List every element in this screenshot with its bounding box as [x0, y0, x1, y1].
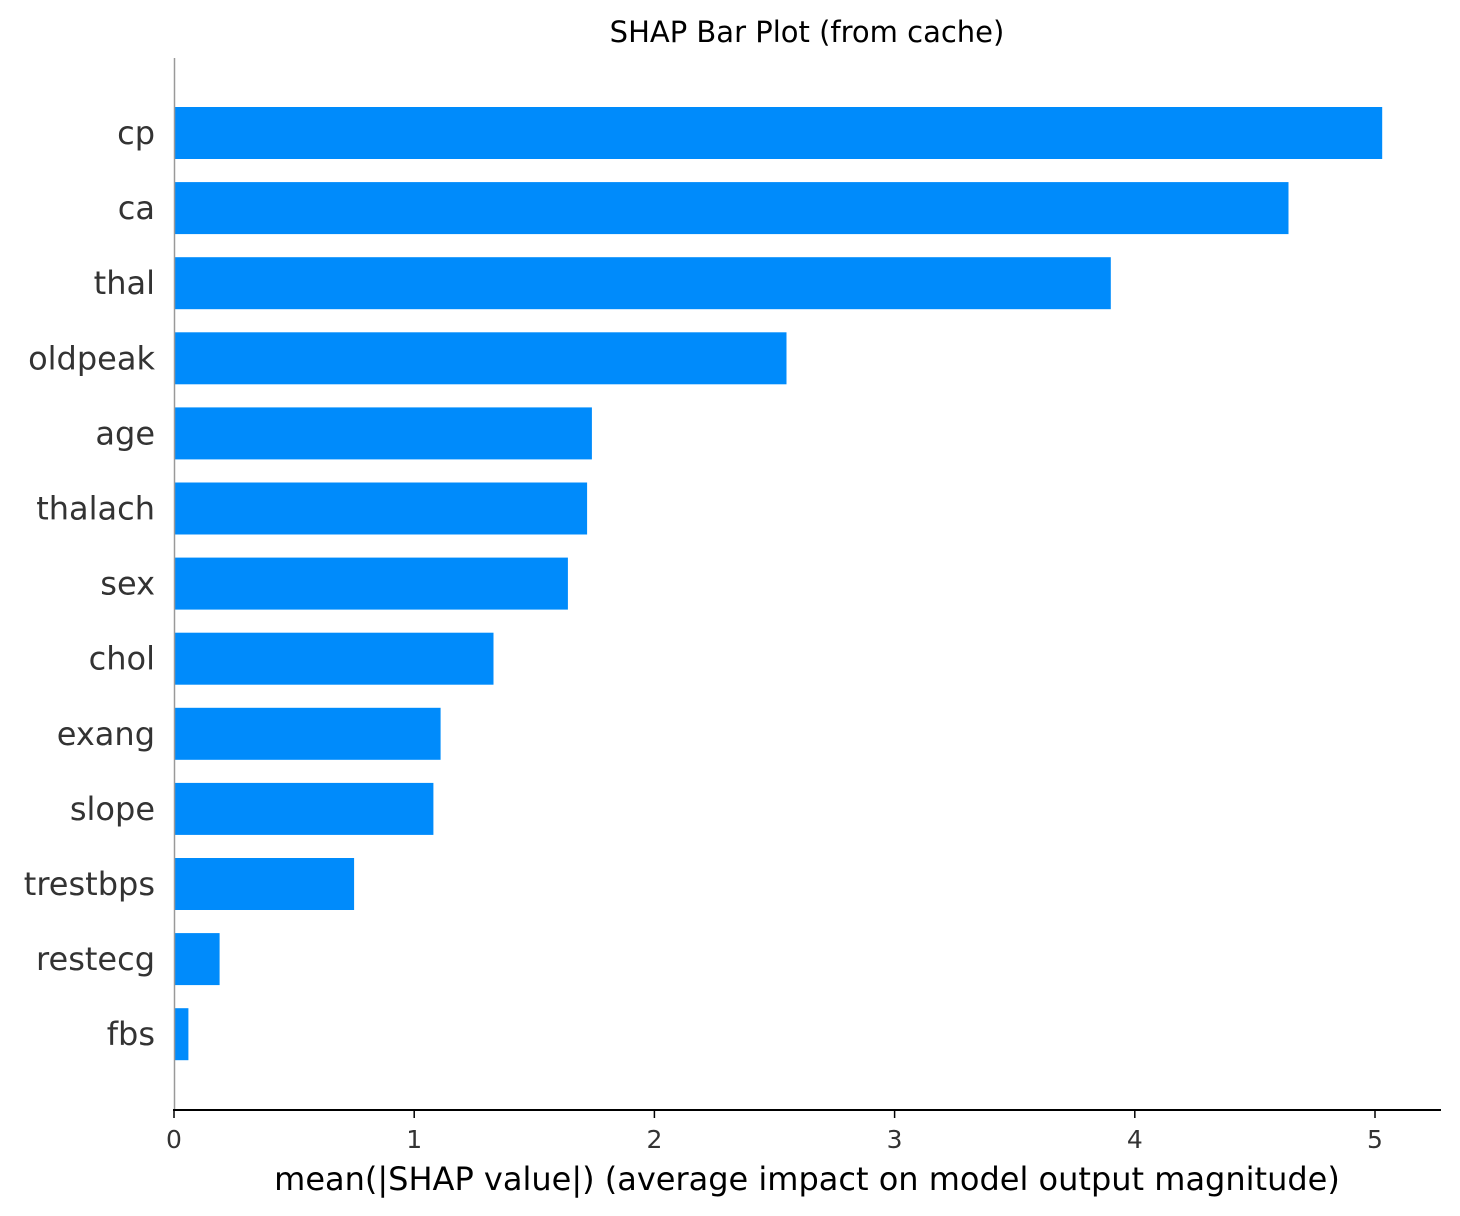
x-tick-label-3: 3: [887, 1125, 903, 1154]
bar-slope: [174, 782, 434, 835]
x-tick-label-0: 0: [166, 1125, 182, 1154]
bar-age: [174, 407, 592, 460]
x-tick-label-4: 4: [1127, 1125, 1143, 1154]
bar-oldpeak: [174, 332, 787, 385]
category-label-age: age: [95, 414, 155, 452]
category-label-restecg: restecg: [36, 940, 155, 978]
category-label-trestbps: trestbps: [24, 865, 155, 903]
x-tick-label-5: 5: [1367, 1125, 1383, 1154]
x-axis-label: mean(|SHAP value|) (average impact on mo…: [274, 1160, 1340, 1198]
category-label-slope: slope: [70, 790, 155, 828]
bar-thalach: [174, 482, 588, 535]
category-label-thal: thal: [94, 264, 155, 302]
x-tick-label-2: 2: [646, 1125, 662, 1154]
category-label-thalach: thalach: [36, 490, 155, 528]
category-labels: cp ca thal oldpeak age thalach sex chol exang slo…: [24, 114, 156, 1053]
bars-layer: [174, 107, 1383, 1061]
bar-fbs: [174, 1008, 189, 1061]
category-label-fbs: fbs: [107, 1015, 155, 1053]
bar-exang: [174, 707, 441, 760]
bar-sex: [174, 557, 568, 610]
category-label-chol: chol: [89, 640, 155, 678]
x-axis-ticks: 0 1 2 3 4 5: [166, 1110, 1383, 1154]
bar-trestbps: [174, 858, 355, 910]
chart-title: SHAP Bar Plot (from cache): [610, 15, 1005, 49]
category-label-oldpeak: oldpeak: [28, 339, 155, 377]
x-tick-label-1: 1: [406, 1125, 422, 1154]
category-label-ca: ca: [118, 189, 155, 227]
bar-ca: [174, 182, 1289, 235]
bar-cp: [174, 107, 1383, 159]
category-label-cp: cp: [117, 114, 155, 152]
bar-chol: [174, 632, 494, 685]
category-label-exang: exang: [57, 715, 155, 753]
bar-restecg: [174, 933, 220, 986]
category-label-sex: sex: [100, 565, 155, 603]
bar-thal: [174, 257, 1111, 310]
